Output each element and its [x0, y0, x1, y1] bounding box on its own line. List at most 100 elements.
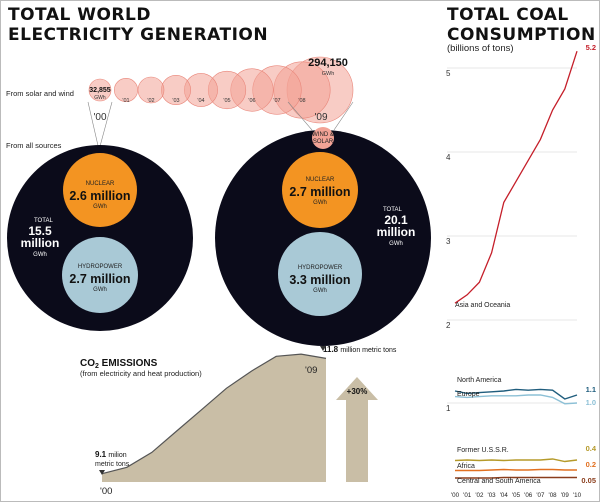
co2-area-chart	[101, 353, 327, 482]
co2-x-end: '09	[305, 365, 317, 376]
coal-x-tick: '05	[512, 492, 521, 499]
co2-subtitle: (from electricity and heat production)	[80, 369, 202, 378]
coal-end-label: 1.1	[586, 385, 596, 394]
nuclear-circle-2009	[282, 152, 358, 228]
total-gwh-2000: GWh	[33, 252, 47, 258]
total-unit-2009: million	[377, 225, 416, 239]
nuclear-unit-2000: GWh	[93, 204, 107, 210]
hydro-value-2009: 3.3 million	[289, 273, 350, 287]
co2-change-arrow: +30%	[336, 377, 378, 482]
hydro-value-2000: 2.7 million	[69, 272, 130, 286]
connector-2009	[287, 101, 354, 131]
coal-series-line	[455, 476, 577, 479]
coal-y-tick: 3	[446, 237, 451, 246]
bubble-year-label: '02	[147, 98, 154, 104]
coal-series-label: Asia and Oceania	[455, 302, 510, 309]
coal-y-tick: 5	[446, 69, 451, 78]
coal-end-label: 0.4	[586, 444, 597, 453]
coal-x-tick: '02	[475, 492, 484, 499]
coal-x-tick: '06	[524, 492, 533, 499]
total-value-2009: 20.1	[384, 213, 408, 227]
total-value-2000: 15.5	[28, 224, 52, 238]
coal-y-tick: 2	[446, 321, 451, 330]
solar-bubble	[114, 78, 139, 103]
co2-line	[101, 353, 327, 475]
co2-start-value: 9.1 milion	[95, 450, 127, 459]
bubble-year-label: '07	[273, 98, 280, 104]
nuclear-circle-2000	[63, 153, 137, 227]
coal-end-label: 0.05	[581, 476, 596, 485]
bubble-unit-label: GWh	[322, 71, 335, 77]
left-title-line-2: ELECTRICITY GENERATION	[8, 25, 268, 45]
solar-wind-bubbles: '01'02'03'04'05'06'07'0832,855GWh294,150…	[88, 56, 354, 124]
right-subtitle: (billions of tons)	[447, 43, 514, 54]
coal-series-line	[454, 388, 578, 400]
coal-series-line	[454, 394, 578, 405]
bubble-value-label: 32,855	[89, 87, 111, 94]
wind-solar-circle-2009	[312, 127, 334, 149]
total-gwh-2009: GWh	[389, 241, 403, 247]
coal-series-line	[455, 468, 577, 472]
nuclear-label-2000: NUCLEAR	[86, 181, 115, 187]
coal-series-line	[454, 51, 578, 304]
bubble-start-year: '00	[93, 112, 106, 123]
co2-start-annotation: 9.1 milion metric tons '00	[95, 450, 130, 497]
solar-wind-label: From solar and wind	[6, 89, 74, 98]
total-label-2009: TOTAL	[383, 207, 402, 213]
coal-consumption-chart: 5 4 3 2 1 Asia and Oceania 5.2 North America 1.1…	[446, 43, 597, 499]
solar-bubble	[137, 76, 165, 104]
co2-start-marker-icon	[99, 470, 105, 475]
co2-start-unit: metric tons	[95, 461, 130, 468]
nuclear-unit-2009: GWh	[313, 200, 327, 206]
coal-y-tick: 1	[446, 404, 451, 413]
bubble-year-label: '04	[197, 98, 204, 104]
total-unit-2000: million	[21, 236, 60, 250]
up-arrow-icon	[336, 377, 378, 482]
bubble-year-label: '01	[122, 98, 129, 104]
co2-title: CO2 EMISSIONS	[80, 358, 158, 370]
total-generation-circles: NUCLEAR 2.6 million GWh HYDROPOWER 2.7 m…	[7, 127, 431, 346]
co2-area	[102, 354, 326, 482]
bubble-unit-label: GWh	[94, 95, 106, 101]
co2-end-marker-icon	[320, 346, 326, 351]
bubble-end-year: '09	[314, 112, 327, 123]
coal-y-tick: 4	[446, 153, 451, 162]
coal-series-label: Africa	[457, 463, 475, 470]
hydro-label-2000: HYDROPOWER	[78, 264, 123, 270]
coal-series-label: Former U.S.S.R.	[457, 447, 509, 454]
wind-solar-label-1: WIND &	[312, 132, 334, 138]
coal-x-tick: '07	[536, 492, 545, 499]
hydro-unit-2000: GWh	[93, 287, 107, 293]
co2-end-annotation: 11.8 million metric tons '09	[305, 345, 397, 376]
coal-x-tick: '04	[500, 492, 509, 499]
coal-x-tick: '10	[573, 492, 582, 499]
coal-x-tick: '03	[488, 492, 497, 499]
nuclear-value-2000: 2.6 million	[69, 189, 130, 203]
hydro-circle-2009	[278, 232, 362, 316]
nuclear-value-2009: 2.7 million	[289, 185, 350, 199]
left-title-line-1: TOTAL WORLD	[8, 5, 151, 25]
co2-x-start: '00	[100, 486, 112, 497]
coal-end-label: 1.0	[586, 398, 596, 407]
bubble-year-label: '08	[298, 98, 305, 104]
panel-2009: WIND & SOLAR NUCLEAR 2.7 million GWh HYD…	[215, 127, 431, 346]
coal-series-label: North America	[457, 377, 501, 384]
wind-solar-label-2: SOLAR	[313, 139, 334, 145]
hydro-circle-2000	[62, 237, 138, 313]
total-label-2000: TOTAL	[34, 218, 53, 224]
bubble-value-label: 294,150	[308, 57, 348, 69]
all-sources-label: From all sources	[6, 141, 62, 150]
coal-x-tick: '09	[561, 492, 570, 499]
bubble-year-label: '03	[172, 98, 179, 104]
nuclear-label-2009: NUCLEAR	[306, 177, 335, 183]
right-title-line-1: TOTAL COAL	[447, 5, 569, 25]
coal-x-tick: '01	[463, 492, 472, 499]
coal-end-label: 5.2	[586, 43, 596, 52]
coal-series-label: Europe	[457, 391, 480, 398]
co2-end-value: 11.8 million metric tons	[323, 345, 397, 354]
solar-bubble	[88, 78, 112, 102]
hydro-label-2009: HYDROPOWER	[298, 265, 343, 271]
panel-2000: NUCLEAR 2.6 million GWh HYDROPOWER 2.7 m…	[7, 145, 193, 331]
bubble-year-label: '06	[248, 98, 255, 104]
